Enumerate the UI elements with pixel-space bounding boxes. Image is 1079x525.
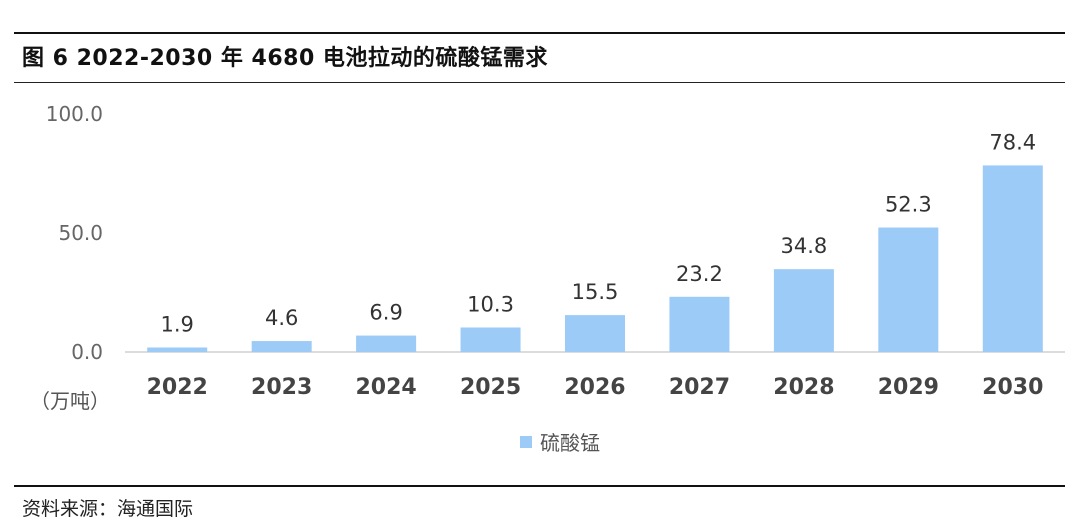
chart-title: 图 6 2022-2030 年 4680 电池拉动的硫酸锰需求 (22, 46, 548, 71)
source-note: 资料来源：海通国际 (22, 498, 194, 520)
bar-2027 (669, 296, 730, 352)
x-tick-label-2028: 2028 (773, 375, 834, 400)
bottom-rule (14, 485, 1065, 487)
x-tick-label-2029: 2029 (878, 375, 939, 400)
y-axis-ticks: 0.0 50.0 100.0 (46, 102, 103, 364)
x-tick-label-2023: 2023 (251, 375, 312, 400)
bar-2023 (251, 341, 312, 352)
bar-2030 (982, 165, 1043, 352)
top-rule (14, 32, 1065, 34)
data-label-2027: 23.2 (676, 262, 723, 286)
x-axis-ticks: 2022 2023 2024 2025 2026 2027 2028 2029 2030 (147, 375, 1044, 400)
bar-2028 (773, 269, 834, 352)
y-tick-label: 50.0 (58, 221, 103, 245)
y-tick-label: 100.0 (46, 102, 103, 126)
bars (147, 165, 1043, 352)
y-tick-label: 0.0 (71, 340, 103, 364)
data-label-2029: 52.3 (885, 193, 932, 217)
data-label-2028: 34.8 (781, 234, 828, 258)
data-label-2030: 78.4 (989, 130, 1036, 154)
x-tick-label-2022: 2022 (147, 375, 208, 400)
bar-2026 (565, 315, 625, 352)
y-axis-unit: （万吨） (30, 389, 110, 413)
x-tick-label-2027: 2027 (669, 375, 730, 400)
x-tick-label-2030: 2030 (982, 375, 1043, 400)
legend-swatch (520, 436, 532, 448)
bar-2025 (460, 327, 521, 352)
data-label-2022: 1.9 (161, 312, 194, 336)
x-tick-label-2026: 2026 (564, 375, 625, 400)
legend: 硫酸锰 (520, 431, 600, 455)
legend-label: 硫酸锰 (540, 431, 600, 455)
title-rule (14, 82, 1065, 83)
x-tick-label-2024: 2024 (355, 375, 416, 400)
data-label-2026: 15.5 (572, 280, 619, 304)
data-label-2024: 6.9 (369, 301, 402, 325)
bar-2029 (878, 227, 939, 352)
data-labels: 1.9 4.6 6.9 10.3 15.5 23.2 34.8 52.3 78.4 (161, 130, 1037, 336)
data-label-2023: 4.6 (265, 306, 298, 330)
data-label-2025: 10.3 (467, 292, 514, 316)
x-tick-label-2025: 2025 (460, 375, 521, 400)
bar-2022 (147, 347, 208, 352)
bar-2024 (356, 335, 417, 352)
bar-chart: 0.0 50.0 100.0 1.9 4.6 6.9 10.3 15.5 23.2 34.8 52… (30, 102, 1065, 455)
